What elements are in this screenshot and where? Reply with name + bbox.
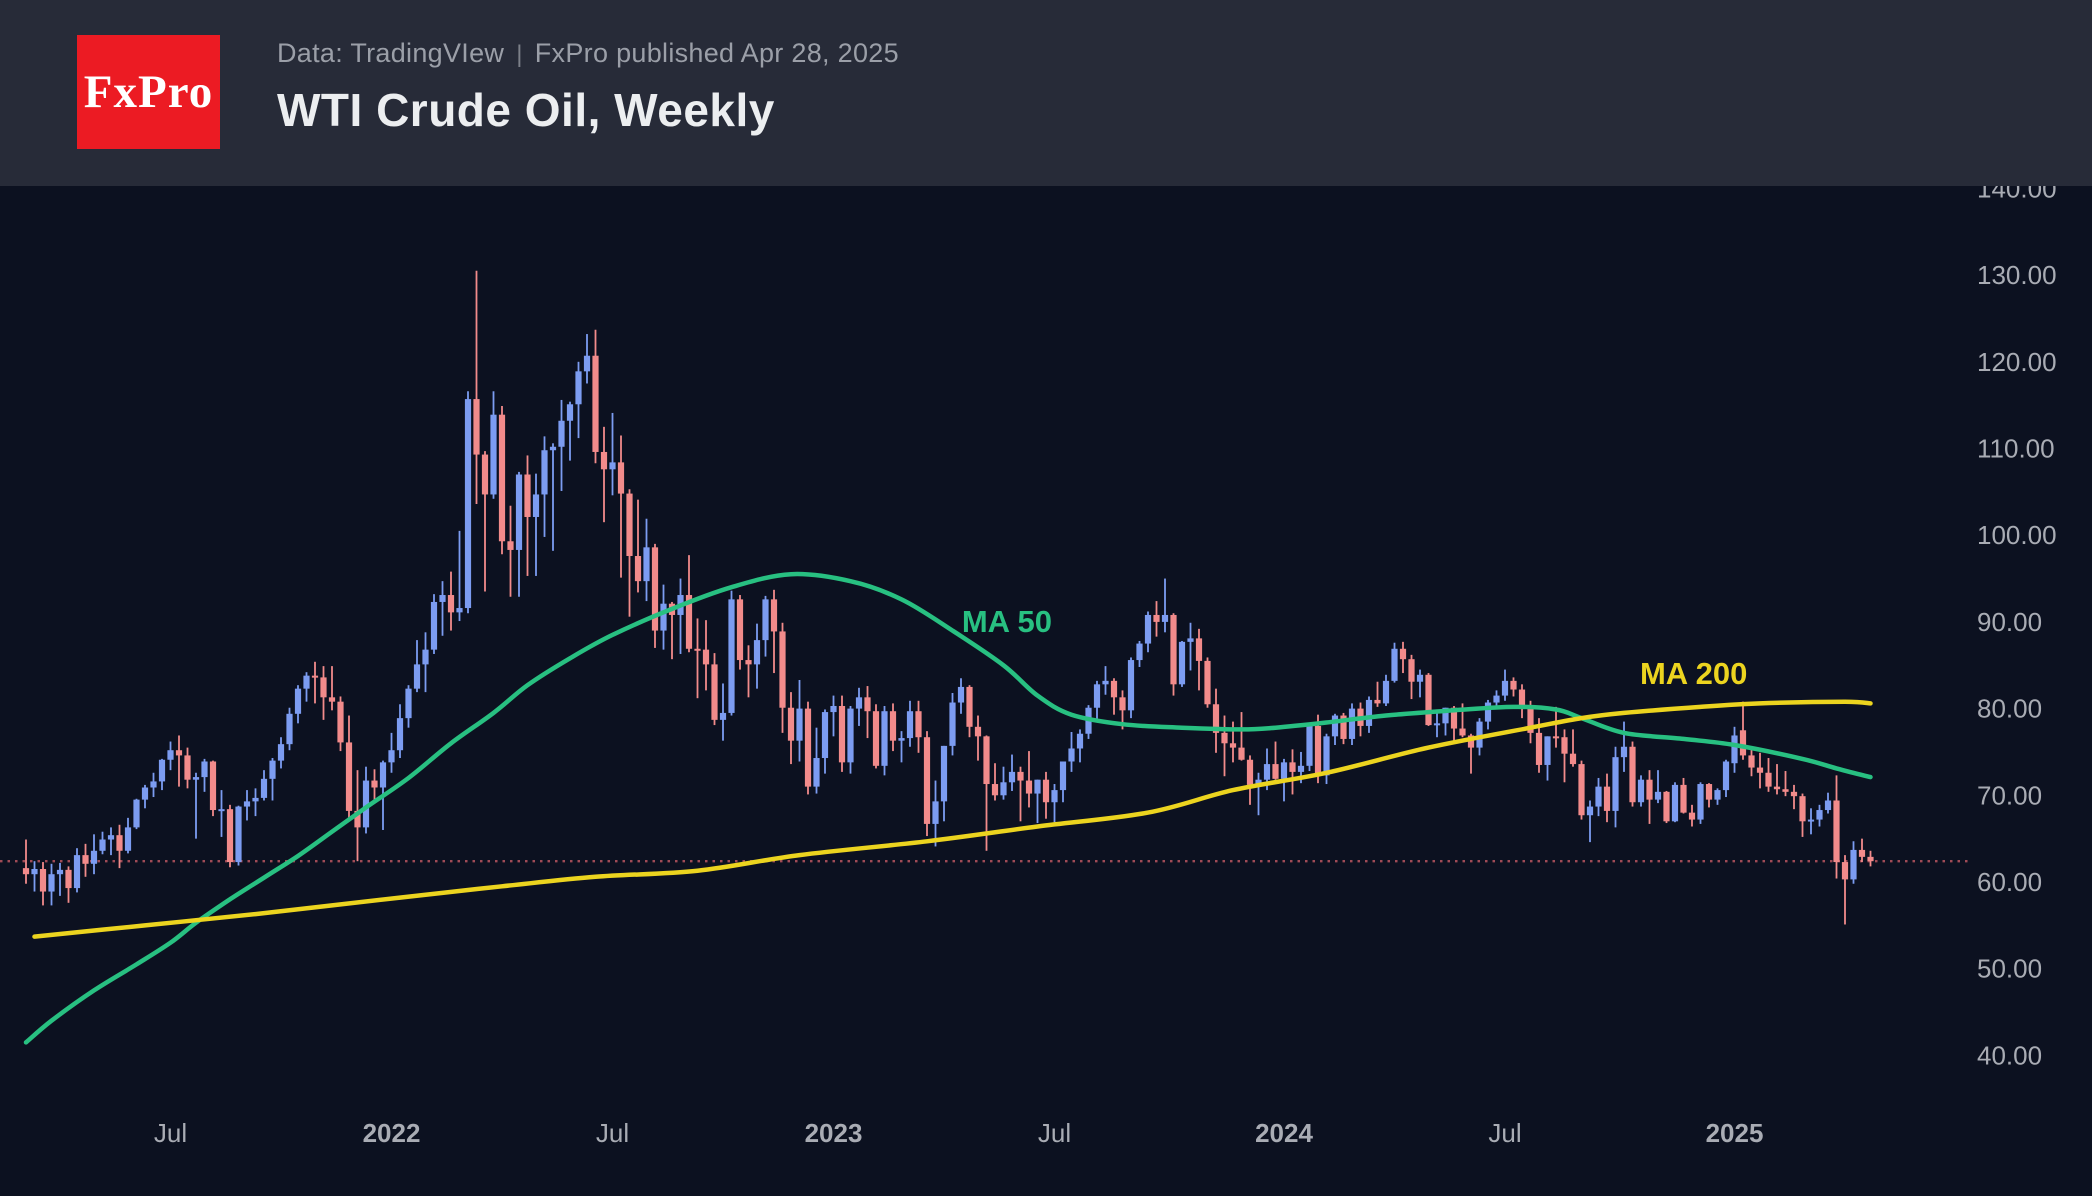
- x-axis-tick-label: Jul: [154, 1118, 187, 1148]
- candles-layer: [22, 270, 1874, 925]
- x-axis-tick-label: 2022: [363, 1118, 421, 1148]
- y-axis-tick-label: 50.00: [1977, 954, 2042, 984]
- fxpro-logo-text: FxPro: [83, 66, 214, 118]
- chart-source-line: Data: TradingVIew | FxPro published Apr 28…: [277, 38, 899, 69]
- x-axis-tick-label: Jul: [1038, 1118, 1071, 1148]
- x-axis-tick-label: 2024: [1255, 1118, 1313, 1148]
- y-axis-tick-label: 60.00: [1977, 867, 2042, 897]
- ma50-line: [23, 571, 1873, 1045]
- ma200-line: [32, 699, 1873, 939]
- header-text-block: Data: TradingVIew | FxPro published Apr 28…: [277, 38, 899, 137]
- y-axis-tick-label: 40.00: [1977, 1040, 2042, 1070]
- price-axis-labels: 140.00130.00120.00110.00100.0090.0080.00…: [1977, 173, 2057, 1070]
- ma50-label: MA 50: [962, 604, 1052, 639]
- ma200-label: MA 200: [1640, 656, 1747, 691]
- y-axis-tick-label: 120.00: [1977, 347, 2057, 377]
- moving-averages-layer: [23, 571, 1873, 1045]
- header-bar: FxPro Data: TradingVIew | FxPro published …: [0, 0, 2092, 186]
- y-axis-tick-label: 90.00: [1977, 607, 2042, 637]
- time-axis-labels: Jul 2022 Jul 2023 Jul 2024 Jul 2025: [154, 1118, 1764, 1148]
- x-axis-tick-label: Jul: [1488, 1118, 1521, 1148]
- published-text: FxPro published Apr 28, 2025: [534, 38, 899, 68]
- y-axis-tick-label: 100.00: [1977, 520, 2057, 550]
- x-axis-tick-label: 2025: [1706, 1118, 1764, 1148]
- fxpro-logo: FxPro: [77, 35, 220, 149]
- y-axis-tick-label: 130.00: [1977, 260, 2057, 290]
- x-axis-tick-label: Jul: [596, 1118, 629, 1148]
- y-axis-tick-label: 80.00: [1977, 694, 2042, 724]
- x-axis-tick-label: 2023: [805, 1118, 863, 1148]
- page-title: WTI Crude Oil, Weekly: [277, 84, 775, 136]
- separator-bar: |: [516, 41, 523, 68]
- y-axis-tick-label: 70.00: [1977, 780, 2042, 810]
- ma-labels-layer: MA 50 MA 200: [962, 604, 1748, 691]
- y-axis-tick-label: 110.00: [1977, 434, 2055, 464]
- data-source-text: Data: TradingVIew: [277, 38, 505, 68]
